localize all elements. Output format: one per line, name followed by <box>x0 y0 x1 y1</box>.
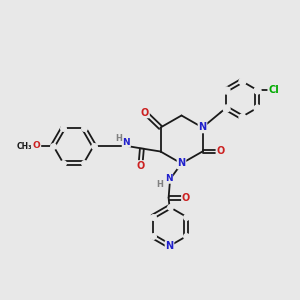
Text: N: N <box>165 174 172 183</box>
Text: CH₃: CH₃ <box>16 142 32 151</box>
Text: N: N <box>177 158 186 169</box>
Text: O: O <box>33 141 41 150</box>
Text: O: O <box>182 193 190 203</box>
Text: O: O <box>136 161 145 171</box>
Text: N: N <box>198 122 207 133</box>
Text: H: H <box>115 134 122 142</box>
Text: H: H <box>156 180 163 189</box>
Text: N: N <box>122 138 130 147</box>
Text: O: O <box>216 146 225 157</box>
Text: Cl: Cl <box>268 85 279 95</box>
Text: N: N <box>165 241 174 251</box>
Text: O: O <box>141 107 149 118</box>
